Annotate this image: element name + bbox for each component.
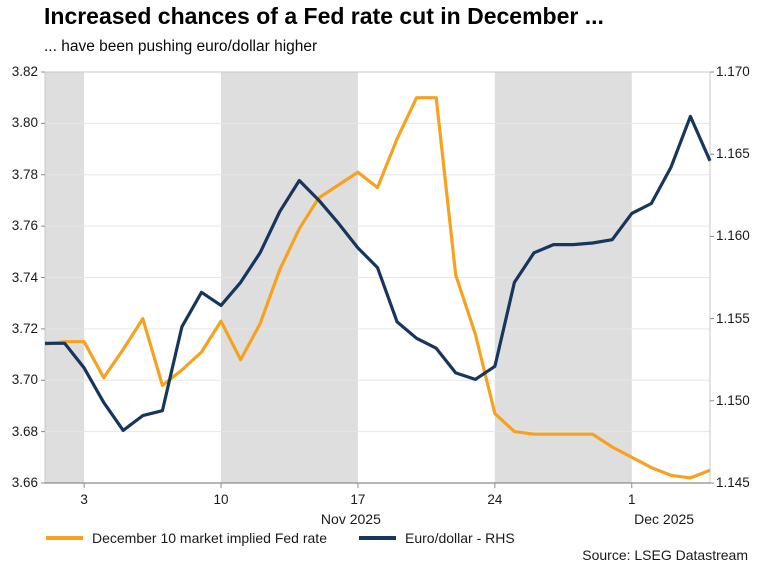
left-axis-tick-label: 3.80 xyxy=(11,115,38,131)
left-axis-tick-label: 3.68 xyxy=(11,423,38,439)
x-axis-tick-label: 10 xyxy=(213,492,229,507)
chart-title: Increased chances of a Fed rate cut in D… xyxy=(44,3,604,29)
x-axis-tick-label: 3 xyxy=(80,492,88,507)
right-axis-tick-label: 1.155 xyxy=(716,310,750,326)
eurusd-line-swatch xyxy=(359,536,396,540)
left-axis-tick-label: 3.74 xyxy=(11,269,38,285)
right-axis-tick-label: 1.160 xyxy=(716,228,750,244)
right-axis-tick-label: 1.165 xyxy=(716,146,750,162)
legend-item-eurusd: Euro/dollar - RHS xyxy=(359,530,515,546)
x-axis-tick-label: 24 xyxy=(487,492,503,507)
x-axis-tick-label: 1 xyxy=(627,492,636,507)
legend-item-fed-rate: December 10 market implied Fed rate xyxy=(46,530,327,546)
left-axis-tick-label: 3.76 xyxy=(11,218,38,234)
chart-subtitle: ... have been pushing euro/dollar higher xyxy=(44,38,318,55)
right-axis-tick-label: 1.145 xyxy=(716,475,750,490)
left-axis-tick-label: 3.82 xyxy=(11,64,38,79)
x-axis-tick-label: 17 xyxy=(350,492,366,507)
left-axis-tick-label: 3.78 xyxy=(11,166,38,182)
month-label-dec: Dec 2025 xyxy=(634,511,695,527)
month-label-nov: Nov 2025 xyxy=(320,511,381,527)
right-axis-tick-label: 1.170 xyxy=(716,64,750,79)
left-axis-tick-label: 3.72 xyxy=(11,320,38,336)
left-axis-tick-label: 3.70 xyxy=(11,372,38,388)
left-axis-tick-label: 3.66 xyxy=(11,475,38,490)
legend: December 10 market implied Fed rate Euro… xyxy=(46,530,515,546)
right-axis-tick-label: 1.150 xyxy=(716,392,750,408)
fed-rate-line xyxy=(44,96,711,480)
eurusd-line xyxy=(45,114,712,432)
source-label: Source: LSEG Datastream xyxy=(582,547,748,563)
fed-rate-line-swatch xyxy=(46,536,83,540)
legend-label-eurusd: Euro/dollar - RHS xyxy=(405,530,515,546)
legend-label-fed-rate: December 10 market implied Fed rate xyxy=(92,530,327,546)
